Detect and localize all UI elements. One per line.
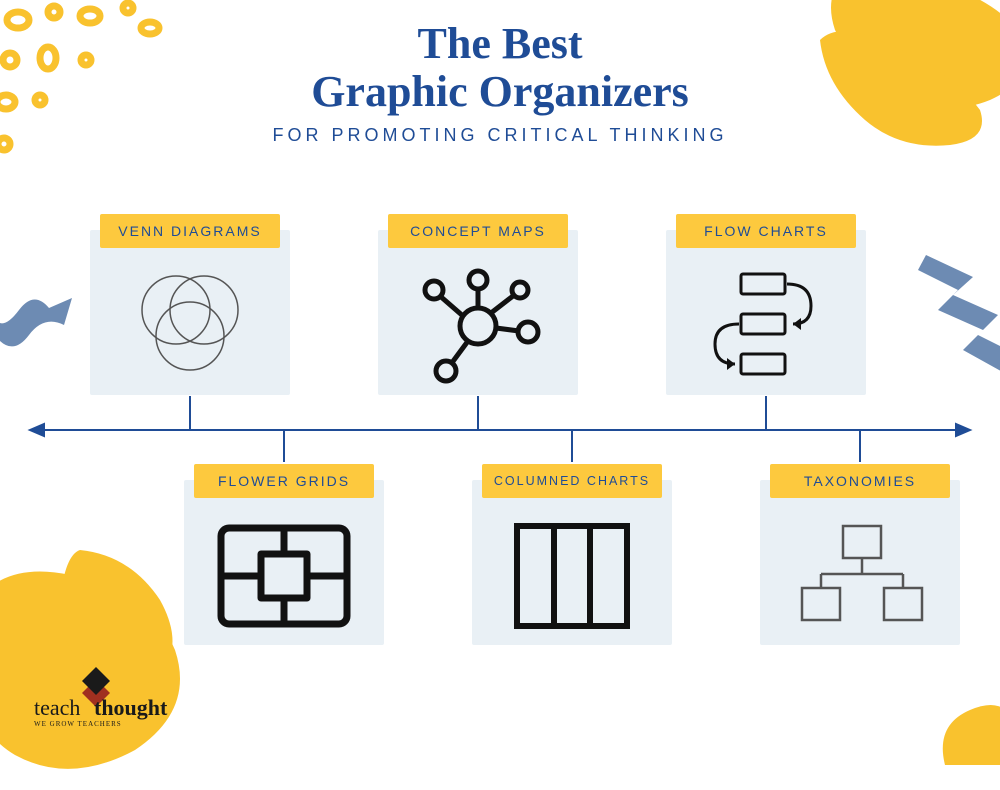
subtitle: FOR PROMOTING CRITICAL THINKING bbox=[0, 125, 1000, 146]
flower-grid-icon bbox=[184, 506, 384, 645]
venn-diagram-icon bbox=[90, 256, 290, 395]
card-tab-flow: FLOW CHARTS bbox=[676, 214, 856, 248]
title-line-2: Graphic Organizers bbox=[0, 68, 1000, 116]
svg-text:teach: teach bbox=[34, 695, 80, 720]
title-line-1: The Best bbox=[0, 20, 1000, 68]
card-tab-flower: FLOWER GRIDS bbox=[194, 464, 374, 498]
card-tab-columned: COLUMNED CHARTS bbox=[482, 464, 662, 498]
deco-blue-squiggle-left bbox=[0, 280, 84, 370]
card-tab-taxonomy: TAXONOMIES bbox=[770, 464, 950, 498]
card-tab-concept: CONCEPT MAPS bbox=[388, 214, 568, 248]
brand-logo: teach thought WE GROW TEACHERS bbox=[34, 659, 194, 734]
concept-map-icon bbox=[378, 256, 578, 395]
card-taxonomies: TAXONOMIES bbox=[760, 480, 960, 645]
card-tab-venn: VENN DIAGRAMS bbox=[100, 214, 280, 248]
svg-text:thought: thought bbox=[94, 695, 168, 720]
card-flower-grids: FLOWER GRIDS bbox=[184, 480, 384, 645]
svg-text:WE GROW TEACHERS: WE GROW TEACHERS bbox=[34, 720, 122, 728]
title-block: The Best Graphic Organizers FOR PROMOTIN… bbox=[0, 20, 1000, 146]
card-flow-charts: FLOW CHARTS bbox=[666, 230, 866, 395]
card-concept-maps: CONCEPT MAPS bbox=[378, 230, 578, 395]
taxonomy-icon bbox=[760, 506, 960, 645]
card-columned-charts: COLUMNED CHARTS bbox=[472, 480, 672, 645]
flow-chart-icon bbox=[666, 256, 866, 395]
columned-chart-icon bbox=[472, 506, 672, 645]
deco-blue-squiggle-right bbox=[908, 255, 1000, 385]
card-venn-diagrams: VENN DIAGRAMS bbox=[90, 230, 290, 395]
deco-yellow-paint-bottom-right bbox=[915, 665, 1000, 765]
